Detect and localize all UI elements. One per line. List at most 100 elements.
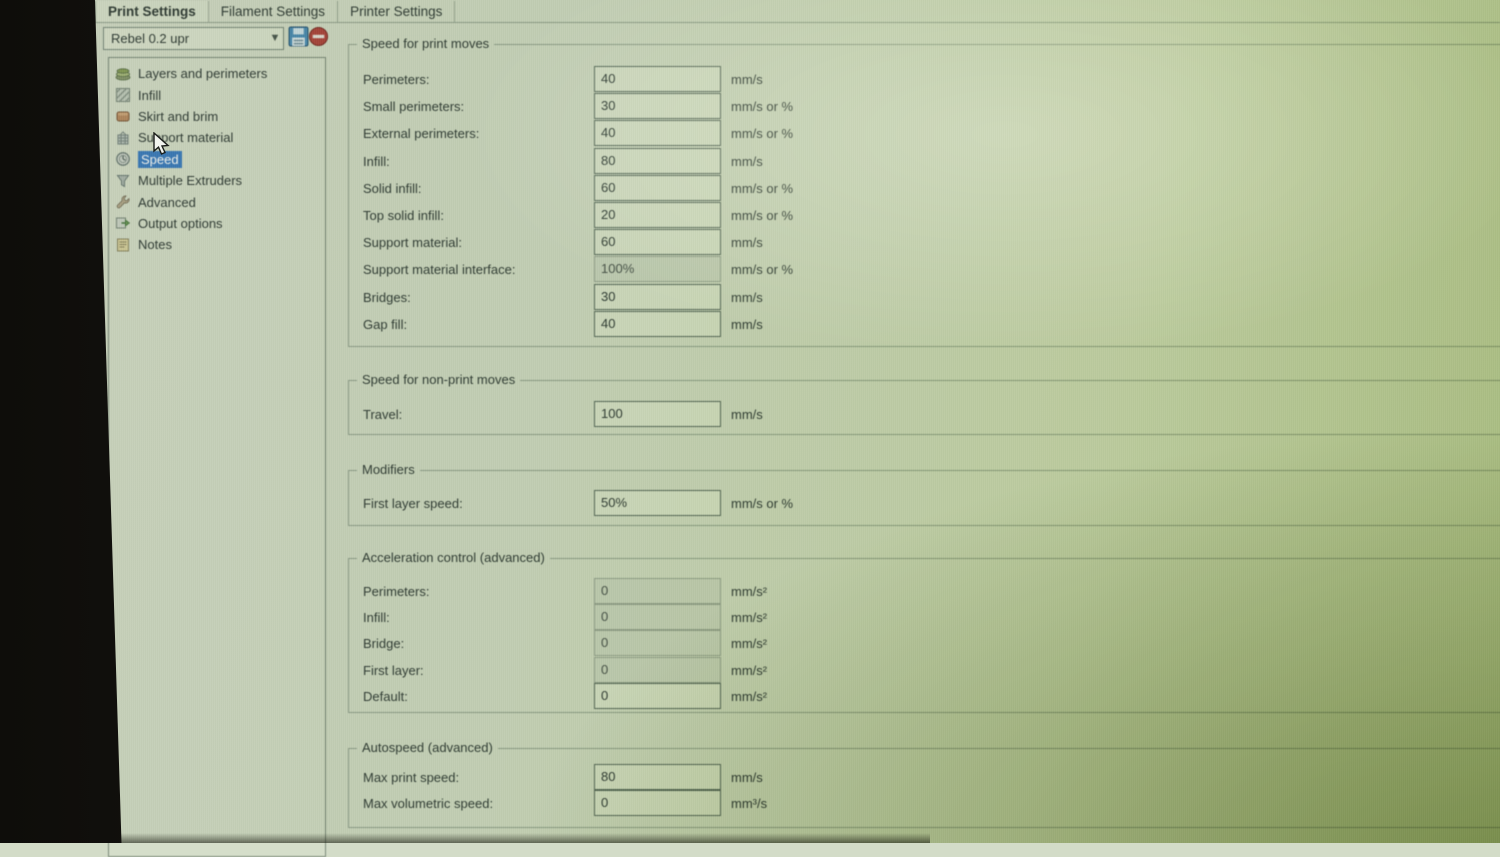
setting-row-max-volumetric-speed: Max volumetric speed: 0 mm³/s [349, 789, 1500, 817]
group-autospeed-advanced: Autospeed (advanced) Max print speed: 80 mm… [348, 740, 1500, 828]
setting-label: External perimeters: [363, 126, 480, 142]
setting-row-bridge: Bridge: 0 mm/s² [349, 630, 1500, 657]
setting-row-perimeters: Perimeters: 0 mm/s² [349, 578, 1500, 605]
setting-label: First layer speed: [363, 496, 463, 511]
setting-unit: mm/s² [731, 636, 768, 652]
setting-unit: mm/s or % [731, 99, 794, 115]
sidebar-item-skirt-and-brim[interactable]: Skirt and brim [109, 106, 325, 127]
sidebar-item-output-options[interactable]: Output options [109, 213, 325, 234]
sidebar-item-multiple-extruders[interactable]: Multiple Extruders [109, 170, 325, 191]
setting-unit: mm/s² [731, 662, 768, 678]
sidebar-item-label: Layers and perimeters [138, 66, 268, 82]
setting-row-solid-infill: Solid infill: 60 mm/s or % [349, 174, 1500, 202]
setting-input-bridges[interactable]: 30 [594, 283, 721, 310]
setting-input-travel[interactable]: 100 [594, 401, 721, 427]
group-acceleration-control-advanced: Acceleration control (advanced) Perimeter… [348, 550, 1500, 713]
tab-filament-settings[interactable]: Filament Settings [209, 1, 339, 22]
setting-input-solid-infill[interactable]: 60 [594, 174, 721, 201]
preset-dropdown[interactable]: Rebel 0.2 upr ▼ [103, 27, 284, 50]
setting-row-infill: Infill: 0 mm/s² [349, 604, 1500, 631]
sidebar-item-advanced[interactable]: Advanced [109, 191, 325, 212]
save-preset-icon[interactable] [288, 26, 309, 47]
setting-row-external-perimeters: External perimeters: 40 mm/s or % [349, 120, 1500, 147]
setting-input-support-material[interactable]: 60 [594, 229, 721, 256]
notes-icon [115, 237, 131, 253]
layers-icon [115, 66, 131, 82]
setting-label: Bridges: [363, 289, 411, 305]
sidebar-item-label: Output options [138, 215, 223, 231]
setting-unit: mm/s or % [731, 262, 794, 278]
setting-unit: mm/s or % [731, 126, 794, 142]
group-title: Acceleration control (advanced) [357, 550, 550, 565]
setting-row-default: Default: 0 mm/s² [349, 682, 1500, 710]
setting-label: Top solid infill: [363, 208, 444, 223]
mouse-arrow-icon [152, 131, 174, 158]
delete-preset-icon[interactable] [308, 26, 329, 47]
setting-input-infill[interactable]: 80 [594, 147, 721, 174]
group-title: Modifiers [357, 462, 420, 477]
setting-label: Small perimeters: [363, 99, 465, 115]
setting-input-first-layer-speed[interactable]: 50% [594, 490, 721, 516]
setting-row-top-solid-infill: Top solid infill: 20 mm/s or % [349, 202, 1500, 229]
setting-label: Support material interface: [363, 262, 516, 278]
setting-unit: mm/s [731, 153, 763, 169]
setting-input-perimeters[interactable]: 40 [594, 66, 721, 92]
setting-unit: mm/s² [731, 584, 768, 599]
sidebar-item-support-material[interactable]: Support material [109, 127, 325, 148]
setting-label: Perimeters: [363, 72, 430, 87]
setting-unit: mm³/s [731, 795, 768, 811]
extruders-icon [115, 173, 131, 189]
settings-category-tree: Layers and perimeters Infill Skirt and bri… [108, 57, 326, 857]
setting-label: Perimeters: [363, 584, 430, 599]
setting-label: Support material: [363, 235, 462, 251]
setting-row-travel: Travel: 100 mm/s [349, 401, 1500, 428]
group-speed-for-print-moves: Speed for print moves Perimeters: 40 mm/s Sm… [348, 36, 1500, 347]
setting-label: Max print speed: [363, 770, 460, 785]
sidebar-item-speed[interactable]: Speed [109, 149, 325, 170]
setting-row-first-layer: First layer: 0 mm/s² [349, 656, 1500, 684]
setting-input-first-layer: 0 [594, 656, 721, 683]
setting-input-default[interactable]: 0 [594, 682, 721, 709]
chevron-down-icon: ▼ [269, 32, 281, 44]
setting-row-gap-fill: Gap fill: 40 mm/s [349, 310, 1500, 338]
settings-tab-bar: Print Settings Filament Settings Printer S… [95, 0, 1500, 23]
setting-unit: mm/s [731, 316, 763, 332]
sidebar-item-layers-and-perimeters[interactable]: Layers and perimeters [109, 63, 325, 84]
sidebar-item-label: Multiple Extruders [138, 173, 243, 189]
setting-unit: mm/s [731, 72, 763, 87]
group-title: Speed for non-print moves [357, 372, 521, 387]
setting-label: Bridge: [363, 636, 405, 652]
sidebar-item-label: Advanced [138, 194, 196, 210]
setting-row-max-print-speed: Max print speed: 80 mm/s [349, 764, 1500, 791]
setting-input-support-material-interface: 100% [594, 256, 721, 283]
setting-input-max-print-speed[interactable]: 80 [594, 764, 721, 790]
group-modifiers: Modifiers First layer speed: 50% mm/s or % [348, 462, 1500, 526]
setting-label: First layer: [363, 662, 424, 678]
setting-unit: mm/s [731, 407, 763, 422]
setting-label: Infill: [363, 610, 390, 626]
group-title: Speed for print moves [357, 36, 495, 51]
setting-row-support-material: Support material: 60 mm/s [349, 229, 1500, 256]
setting-row-perimeters: Perimeters: 40 mm/s [349, 66, 1500, 93]
setting-input-small-perimeters[interactable]: 30 [594, 93, 721, 120]
output-icon [115, 215, 131, 231]
setting-row-first-layer-speed: First layer speed: 50% mm/s or % [349, 490, 1500, 517]
setting-input-max-volumetric-speed[interactable]: 0 [594, 789, 721, 816]
sidebar-item-notes[interactable]: Notes [109, 234, 325, 255]
sidebar-item-infill[interactable]: Infill [109, 84, 325, 105]
sidebar-item-label: Skirt and brim [138, 108, 219, 124]
setting-unit: mm/s² [731, 688, 768, 704]
setting-input-perimeters: 0 [594, 578, 721, 604]
setting-label: Max volumetric speed: [363, 795, 494, 811]
tab-printer-settings[interactable]: Printer Settings [338, 1, 456, 22]
tab-print-settings[interactable]: Print Settings [95, 1, 209, 22]
setting-input-top-solid-infill[interactable]: 20 [594, 202, 721, 228]
setting-label: Gap fill: [363, 316, 408, 332]
setting-input-gap-fill[interactable]: 40 [594, 310, 721, 337]
setting-label: Solid infill: [363, 180, 422, 196]
setting-input-external-perimeters[interactable]: 40 [594, 120, 721, 147]
setting-label: Infill: [363, 153, 390, 169]
setting-label: Default: [363, 688, 408, 704]
setting-unit: mm/s or % [731, 180, 794, 196]
